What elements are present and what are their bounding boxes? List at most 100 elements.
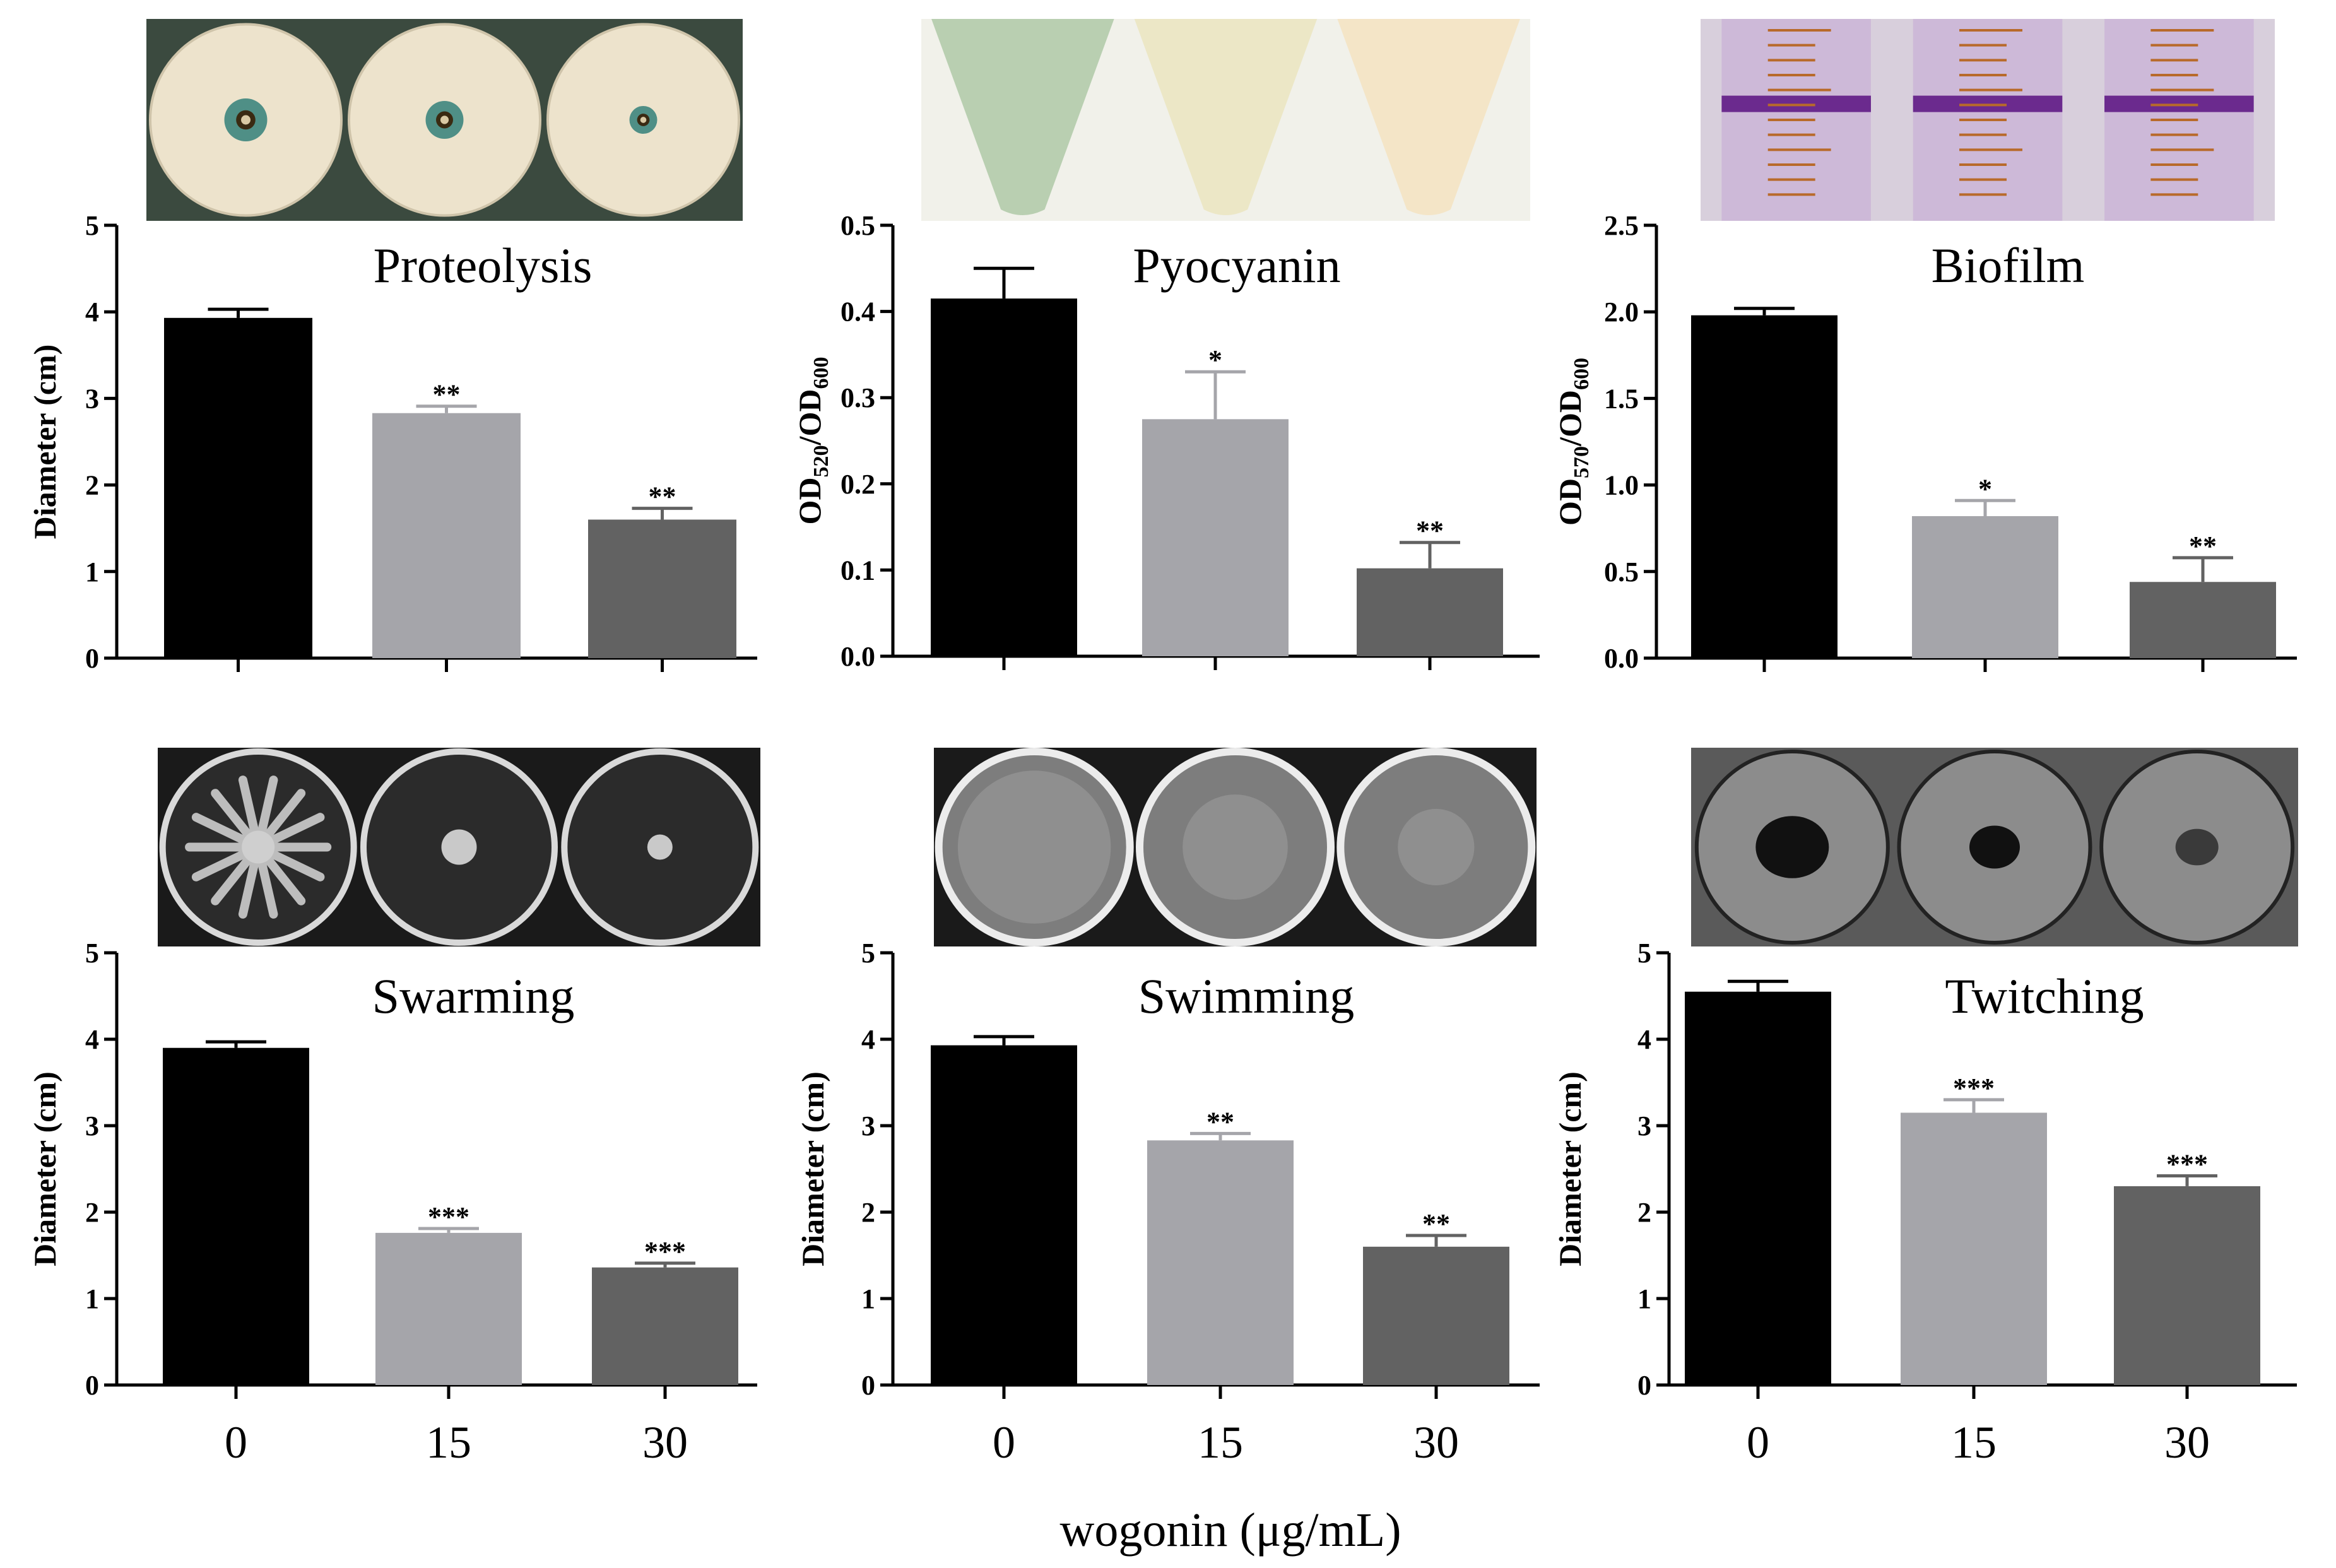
x-tick-label: 30 xyxy=(1413,1417,1459,1468)
significance-marker: *** xyxy=(1953,1073,1995,1104)
chart-swarming: 0 1 2 3 4 5 Diameter (cm) Swarming 0 *** 15 *** 30 xyxy=(27,938,757,1468)
y-tick-label: 4 xyxy=(861,1024,875,1055)
biofilm-tubes-photo xyxy=(1701,19,2275,221)
y-tick-label: 0 xyxy=(85,1370,99,1401)
y-tick-label: 0 xyxy=(861,1370,875,1401)
chart-title: Swimming xyxy=(1138,969,1354,1023)
x-tick-label: 15 xyxy=(1951,1417,1997,1468)
y-tick-label: 1.0 xyxy=(1604,470,1639,501)
y-axis-label: Diameter (cm) xyxy=(1552,1071,1588,1266)
y-tick-label: 0 xyxy=(85,643,99,674)
y-tick-label: 0 xyxy=(1637,1370,1651,1401)
y-tick-label: 2.5 xyxy=(1604,210,1639,241)
x-tick-label: 30 xyxy=(642,1417,688,1468)
y-tick-label: 1 xyxy=(85,557,99,587)
y-tick-label: 1 xyxy=(85,1283,99,1314)
x-tick-label: 0 xyxy=(225,1417,247,1468)
y-tick-label: 1.5 xyxy=(1604,383,1639,414)
y-tick-label: 3 xyxy=(861,1111,875,1141)
twitching-plates-photo xyxy=(1691,748,2298,946)
bar-0 xyxy=(931,1045,1077,1385)
x-tick-label: 15 xyxy=(426,1417,471,1468)
significance-marker: *** xyxy=(428,1201,469,1232)
y-tick-label: 0.1 xyxy=(841,555,875,586)
y-tick-label: 0.0 xyxy=(841,641,875,672)
bar-0 xyxy=(1691,315,1838,658)
y-tick-label: 5 xyxy=(85,938,99,969)
y-tick-label: 0.4 xyxy=(841,297,875,327)
culture-tube xyxy=(1134,19,1318,215)
proteolysis-plates-photo xyxy=(146,19,743,221)
y-tick-label: 3 xyxy=(85,1111,99,1141)
chart-title: Proteolysis xyxy=(374,238,593,293)
bar-15 xyxy=(372,413,521,658)
chart-swimming: 0 1 2 3 4 5 Diameter (cm) Swimming 0 ** 15 ** 30 xyxy=(795,938,1540,1468)
bar-15 xyxy=(375,1232,522,1385)
chart-title: Pyocyanin xyxy=(1133,238,1340,293)
y-tick-label: 1 xyxy=(1637,1283,1651,1314)
chart-twitching: 0 1 2 3 4 5 Diameter (cm) Twitching 0 *** 15 *** 30 xyxy=(1552,938,2297,1468)
chart-proteolysis: 0 1 2 3 4 5 Diameter (cm) Proteolysis ** ** xyxy=(27,210,757,674)
chart-title: Twitching xyxy=(1945,969,2144,1023)
chart-title: Swarming xyxy=(372,969,575,1023)
significance-marker: ** xyxy=(433,379,461,410)
x-tick-label: 15 xyxy=(1198,1417,1243,1468)
bar-30 xyxy=(2114,1186,2260,1385)
y-tick-label: 0.0 xyxy=(1604,643,1639,674)
swarming-plates-photo xyxy=(158,748,760,946)
bar-0 xyxy=(1685,991,1831,1385)
y-axis-label: OD570/OD600 xyxy=(1552,358,1593,526)
significance-marker: * xyxy=(1208,345,1222,375)
bar-30 xyxy=(1357,568,1503,656)
bar-0 xyxy=(163,1047,309,1385)
y-tick-label: 0.3 xyxy=(841,382,875,413)
bar-30 xyxy=(588,519,736,658)
culture-tube xyxy=(931,19,1114,215)
significance-marker: ** xyxy=(649,481,676,512)
y-tick-label: 0.5 xyxy=(1604,557,1639,587)
bar-30 xyxy=(2130,582,2276,658)
culture-tube xyxy=(1337,19,1520,215)
y-tick-label: 4 xyxy=(1637,1024,1651,1055)
significance-marker: *** xyxy=(2166,1148,2208,1179)
x-tick-label: 0 xyxy=(993,1417,1015,1468)
y-tick-label: 3 xyxy=(1637,1111,1651,1141)
bar-0 xyxy=(931,298,1077,656)
y-tick-label: 2 xyxy=(1637,1197,1651,1228)
bar-15 xyxy=(1142,419,1289,656)
y-tick-label: 4 xyxy=(85,1024,99,1055)
y-tick-label: 0.5 xyxy=(841,210,875,241)
y-tick-label: 5 xyxy=(85,210,99,241)
y-tick-label: 5 xyxy=(861,938,875,969)
y-tick-label: 2 xyxy=(85,470,99,501)
bar-15 xyxy=(1912,516,2058,658)
chart-title: Biofilm xyxy=(1932,238,2085,293)
significance-marker: ** xyxy=(1422,1208,1450,1239)
significance-marker: *** xyxy=(644,1236,686,1267)
bar-15 xyxy=(1147,1140,1294,1385)
x-tick-label: 0 xyxy=(1747,1417,1769,1468)
significance-marker: ** xyxy=(1416,516,1444,546)
bar-0 xyxy=(164,317,312,659)
shared-x-axis-label: wogonin (μg/mL) xyxy=(1059,1504,1401,1557)
y-tick-label: 5 xyxy=(1637,938,1651,969)
significance-marker: * xyxy=(1978,473,1992,504)
chart-pyocyanin: 0.00.10.20.30.40.5OD520/OD600Pyocyanin**… xyxy=(792,210,1540,672)
bar-30 xyxy=(1363,1246,1509,1385)
photos-layer xyxy=(146,19,2298,946)
y-tick-label: 3 xyxy=(85,383,99,414)
bar-30 xyxy=(592,1267,738,1385)
bar-15 xyxy=(1901,1112,2047,1385)
y-tick-label: 0.2 xyxy=(841,469,875,500)
y-axis-label: Diameter (cm) xyxy=(27,1071,62,1266)
significance-marker: ** xyxy=(2189,531,2217,562)
y-tick-label: 2.0 xyxy=(1604,297,1639,327)
y-axis-label: Diameter (cm) xyxy=(795,1071,830,1266)
pyocyanin-tubes-photo xyxy=(921,19,1530,221)
y-axis-label: OD520/OD600 xyxy=(792,357,833,525)
swimming-plates-photo xyxy=(934,748,1537,946)
y-axis-label: Diameter (cm) xyxy=(27,345,62,539)
